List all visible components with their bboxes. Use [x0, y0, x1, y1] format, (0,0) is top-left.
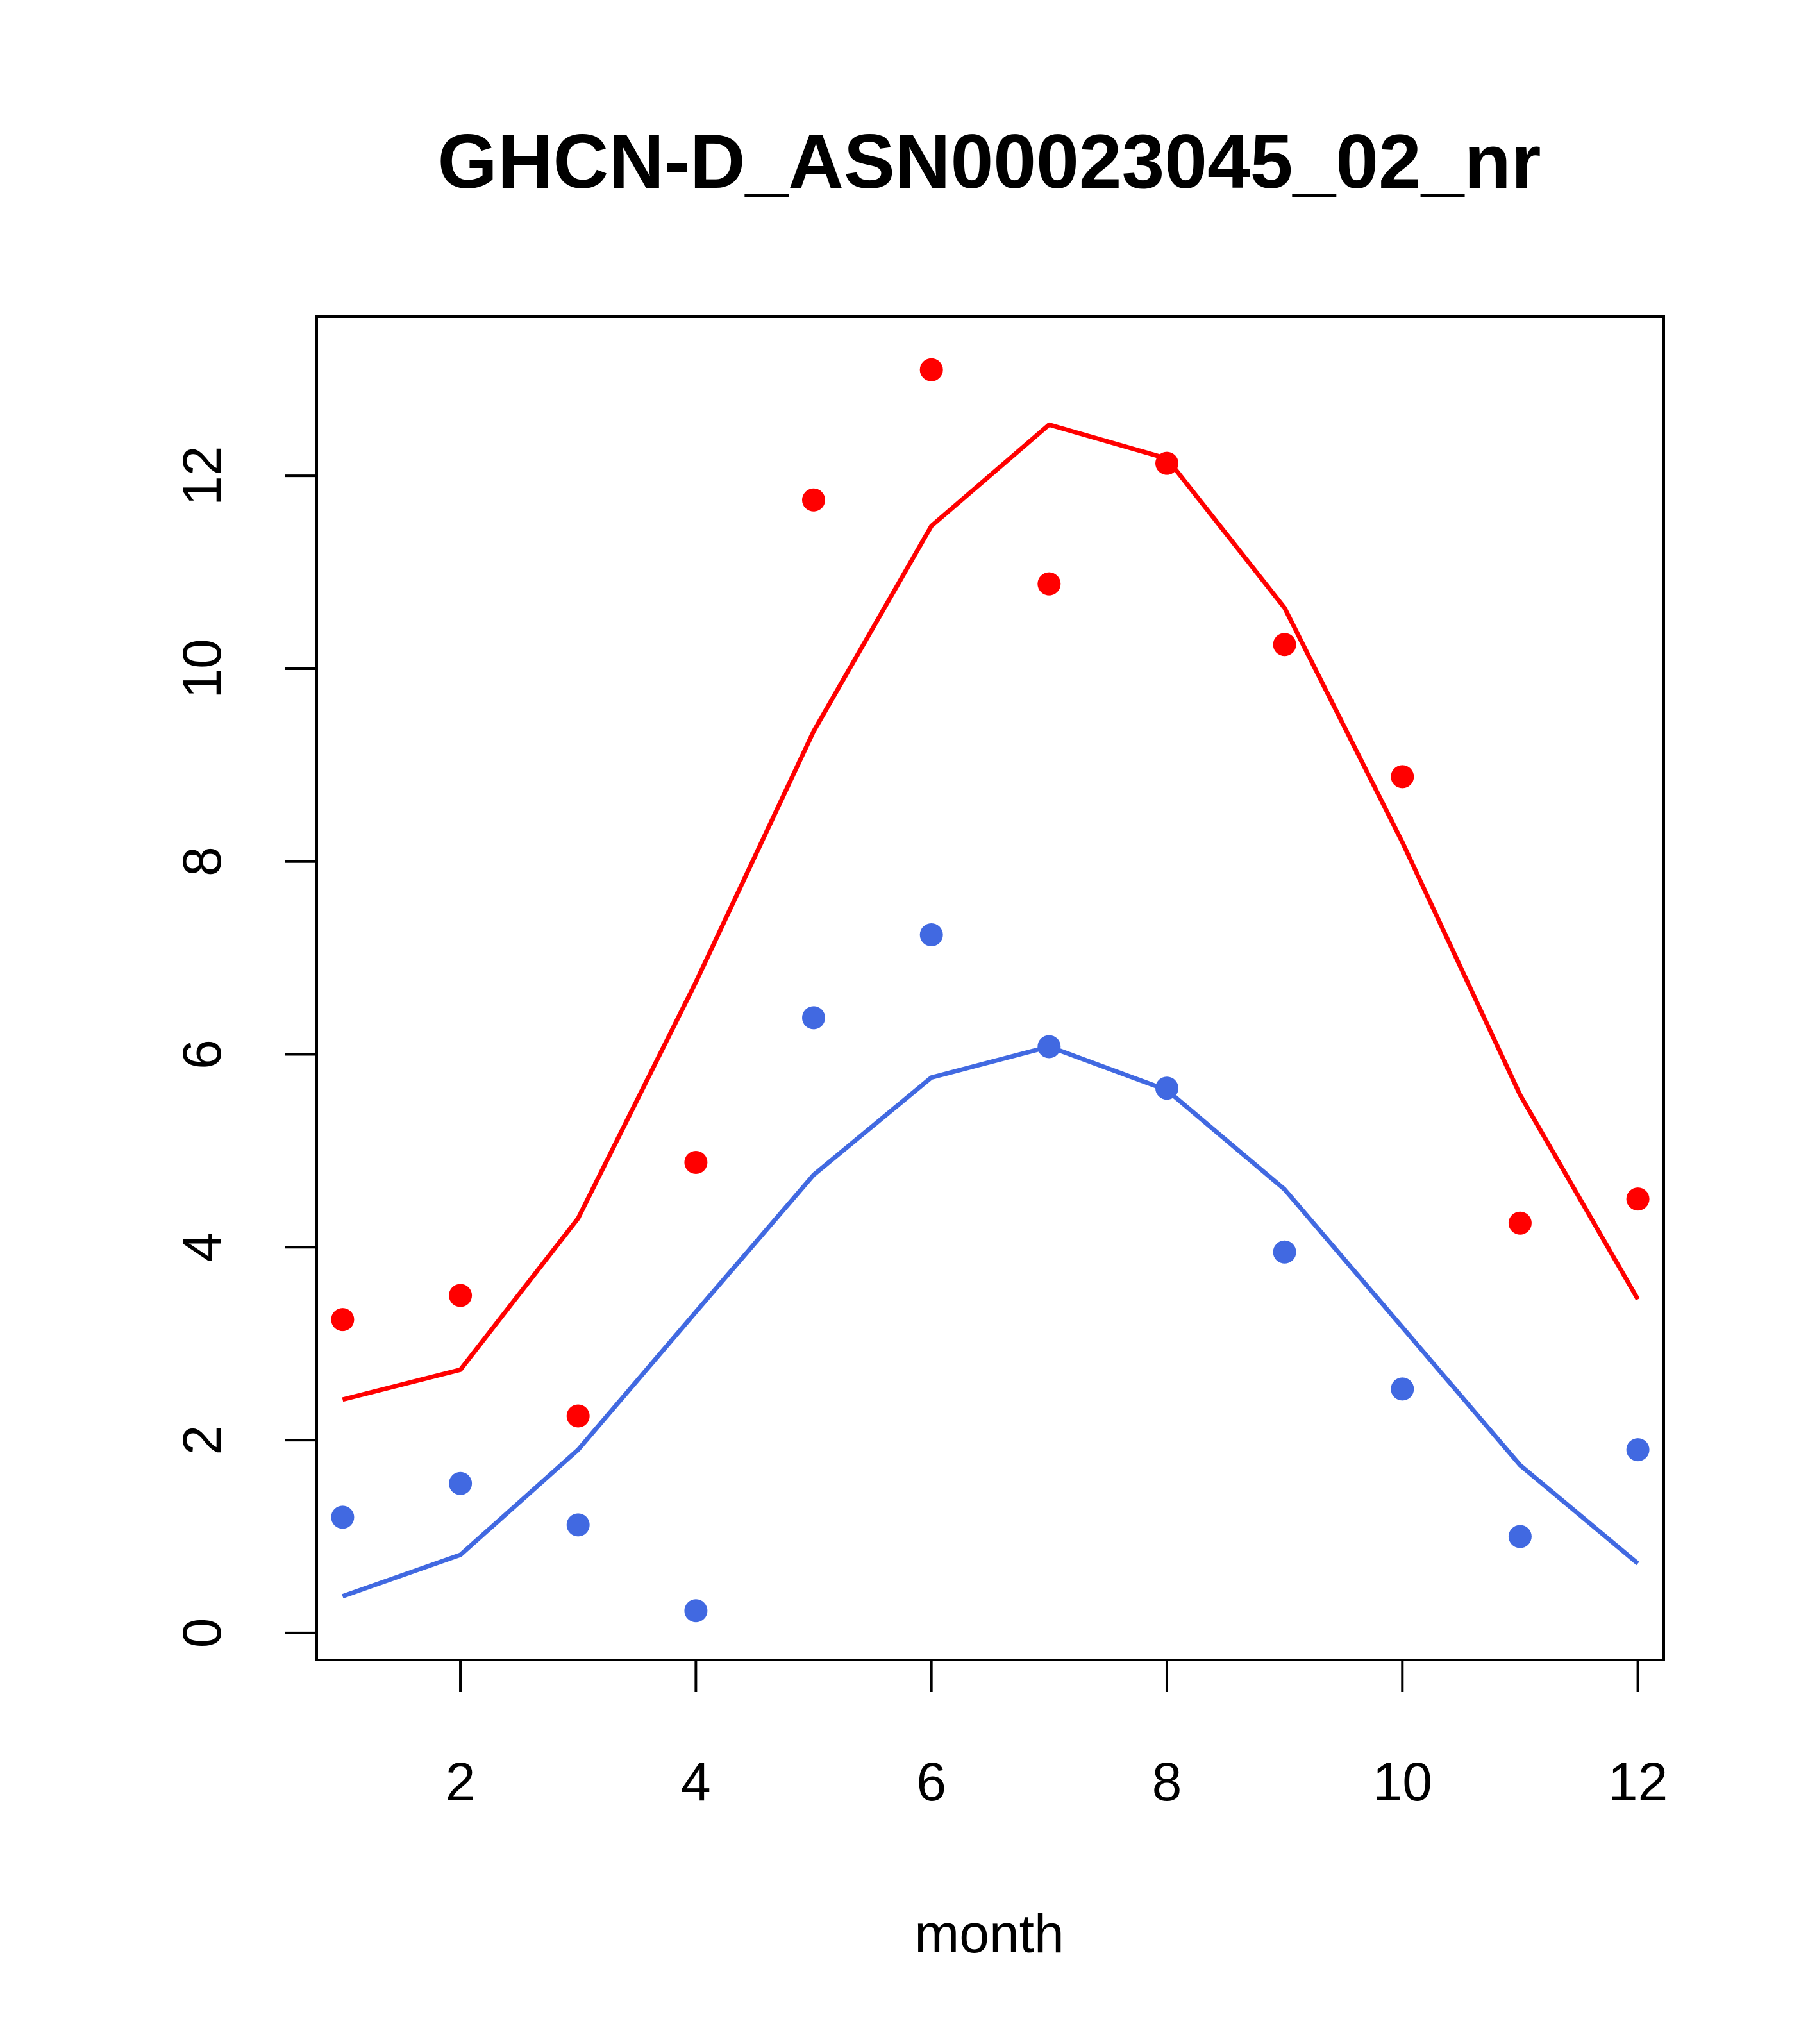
data-point-3-9 [1391, 1377, 1414, 1401]
series-line-0 [342, 422, 1640, 1402]
series-line-2 [342, 1044, 1639, 1599]
data-point-1-3 [684, 1151, 708, 1174]
y-tick-label-12: 12 [172, 446, 232, 505]
plot-frame [315, 315, 1665, 1661]
x-tick-label-12: 12 [1608, 1752, 1668, 1812]
data-point-1-0 [331, 1308, 355, 1332]
y-tick-label-10: 10 [172, 639, 232, 698]
data-point-3-6 [1037, 1035, 1061, 1059]
data-point-1-4 [802, 488, 825, 512]
x-axis-label: month [914, 1904, 1064, 1964]
data-point-1-11 [1626, 1187, 1650, 1211]
x-tick-label-10: 10 [1373, 1752, 1432, 1812]
data-point-1-5 [919, 358, 943, 381]
data-point-3-1 [449, 1471, 473, 1495]
y-tick-label-0: 0 [172, 1618, 232, 1648]
data-point-3-8 [1273, 1240, 1296, 1264]
data-point-3-7 [1155, 1076, 1178, 1100]
data-point-1-6 [1037, 572, 1061, 596]
x-tick-label-8: 8 [1152, 1752, 1182, 1812]
y-axis: 0 2 4 6 8 10 12 [172, 446, 318, 1648]
data-point-1-9 [1391, 765, 1414, 789]
data-point-3-5 [919, 923, 943, 946]
data-point-3-0 [331, 1505, 355, 1529]
y-tick-label-6: 6 [172, 1039, 232, 1069]
x-tick-label-4: 4 [681, 1752, 711, 1812]
data-point-1-10 [1508, 1211, 1532, 1235]
y-tick-label-8: 8 [172, 846, 232, 876]
data-point-1-8 [1273, 633, 1296, 657]
x-tick-label-6: 6 [916, 1752, 946, 1812]
series-layer [331, 358, 1650, 1623]
data-point-1-7 [1155, 451, 1178, 475]
data-point-3-2 [566, 1513, 590, 1537]
y-tick-label-2: 2 [172, 1425, 232, 1455]
data-point-1-1 [449, 1284, 473, 1307]
y-tick-label-4: 4 [172, 1232, 232, 1262]
data-point-3-4 [802, 1006, 825, 1030]
x-tick-label-2: 2 [446, 1752, 476, 1812]
data-point-3-3 [684, 1599, 708, 1623]
chart-title: GHCN-D_ASN00023045_02_nr [438, 119, 1541, 205]
x-axis: 2 4 6 8 10 12 [446, 1659, 1668, 1812]
data-point-3-10 [1508, 1525, 1532, 1548]
data-point-3-11 [1626, 1438, 1650, 1462]
data-point-1-2 [566, 1404, 590, 1428]
